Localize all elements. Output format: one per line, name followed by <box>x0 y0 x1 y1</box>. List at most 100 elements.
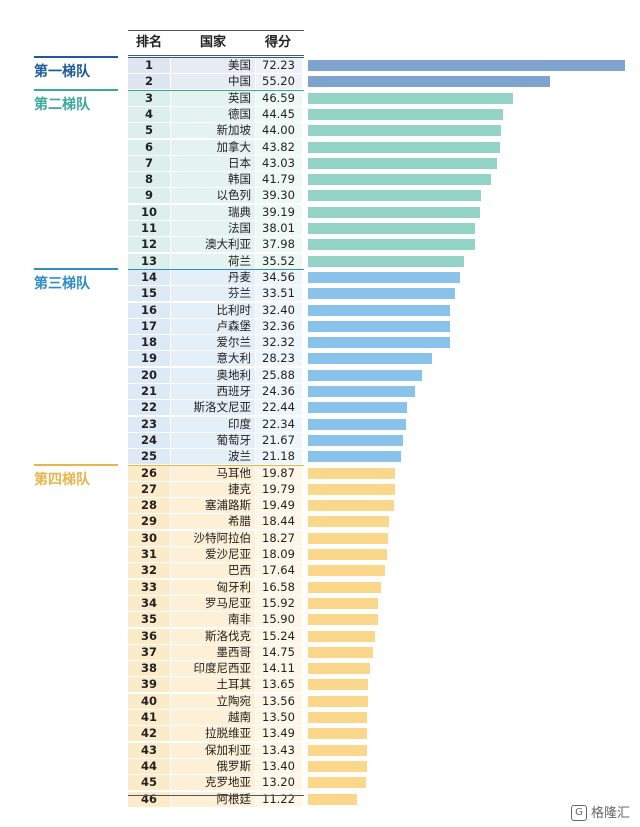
country-cell: 日本 <box>171 155 255 171</box>
tier-divider-table <box>128 57 304 58</box>
country-cell: 法国 <box>171 221 255 236</box>
score-label: 19.49 <box>256 498 302 514</box>
score-label: 39.30 <box>256 188 302 204</box>
watermark-logo: G <box>570 805 587 821</box>
bar <box>308 581 381 593</box>
rank-cell: 36 <box>128 628 170 644</box>
bar <box>308 500 394 512</box>
country-cell: 波兰 <box>171 449 255 465</box>
country-cell: 马耳他 <box>171 465 255 481</box>
bar <box>308 141 501 153</box>
score-label: 13.50 <box>256 710 302 725</box>
bar <box>308 157 497 169</box>
score-label: 13.56 <box>256 693 302 709</box>
score-label: 25.88 <box>256 367 302 383</box>
score-label: 32.32 <box>256 335 302 351</box>
rank-cell: 31 <box>128 547 170 562</box>
country-cell: 巴西 <box>171 563 255 579</box>
rank-cell: 1 <box>128 58 170 73</box>
score-label: 18.44 <box>256 514 302 530</box>
rank-cell: 9 <box>128 188 170 204</box>
country-cell: 意大利 <box>171 351 255 367</box>
score-label: 18.09 <box>256 547 302 562</box>
rank-cell: 38 <box>128 661 170 677</box>
bar <box>308 402 407 414</box>
rank-cell: 7 <box>128 155 170 171</box>
tier-label: 第四梯队 <box>34 471 90 488</box>
country-cell: 芬兰 <box>171 286 255 302</box>
rank-column-header: 排名 <box>135 35 162 50</box>
score-label: 16.58 <box>256 579 302 595</box>
rank-cell: 44 <box>128 758 170 774</box>
country-cell: 奥地利 <box>171 367 255 383</box>
rank-cell: 17 <box>128 318 170 334</box>
bar <box>308 304 451 316</box>
rank-cell: 43 <box>128 742 170 758</box>
bar <box>308 565 386 577</box>
rank-cell: 18 <box>128 335 170 351</box>
country-cell: 美国 <box>171 58 255 73</box>
bar <box>308 418 406 430</box>
bar <box>308 516 389 528</box>
bar <box>308 597 378 609</box>
score-label: 43.03 <box>256 155 302 171</box>
score-label: 13.40 <box>256 758 302 774</box>
rank-cell: 8 <box>128 172 170 188</box>
score-label: 72.23 <box>256 58 302 73</box>
score-label: 33.51 <box>256 286 302 302</box>
bar <box>308 793 358 805</box>
bar <box>308 108 504 120</box>
country-cell: 罗马尼亚 <box>171 595 255 611</box>
bar <box>308 549 388 560</box>
rank-cell: 35 <box>128 612 170 628</box>
bar <box>308 174 492 186</box>
score-label: 14.11 <box>256 661 302 677</box>
rank-cell: 40 <box>128 693 170 709</box>
bar <box>308 125 502 137</box>
score-label: 28.23 <box>256 351 302 367</box>
country-cell: 澳大利亚 <box>171 237 255 253</box>
score-label: 32.36 <box>256 318 302 334</box>
bar <box>308 728 368 740</box>
rank-cell: 33 <box>128 579 170 595</box>
rank-cell: 39 <box>128 677 170 693</box>
score-label: 46.59 <box>256 90 302 106</box>
tier-divider-table <box>128 464 304 466</box>
score-label: 44.45 <box>256 106 302 122</box>
tier-divider <box>34 267 118 270</box>
country-cell: 以色列 <box>171 188 255 204</box>
country-cell: 爱尔兰 <box>171 335 255 351</box>
country-cell: 沙特阿拉伯 <box>171 530 255 546</box>
watermark-text: 格隆汇 <box>590 805 630 821</box>
tier-label: 第一梯队 <box>34 64 90 80</box>
tier-divider-table <box>128 89 304 91</box>
score-label: 22.34 <box>256 416 302 432</box>
score-label: 21.18 <box>256 449 302 465</box>
bar <box>308 353 432 365</box>
bar <box>308 223 475 234</box>
country-cell: 俄罗斯 <box>171 758 255 774</box>
country-cell: 阿根廷 <box>171 791 255 807</box>
rank-cell: 46 <box>128 791 170 807</box>
score-label: 13.43 <box>256 742 302 758</box>
tier-divider <box>34 88 118 91</box>
country-cell: 荷兰 <box>171 253 255 269</box>
bar <box>308 532 389 544</box>
rank-cell: 14 <box>128 269 170 285</box>
score-column-header: 得分 <box>264 35 291 50</box>
score-label: 15.90 <box>256 612 302 628</box>
country-cell: 比利时 <box>171 302 255 318</box>
score-label: 14.75 <box>256 644 302 660</box>
rank-cell: 24 <box>128 432 170 448</box>
bar <box>308 190 481 202</box>
country-cell: 塞浦路斯 <box>171 498 255 514</box>
country-cell: 保加利亚 <box>171 742 255 758</box>
bar <box>308 337 450 349</box>
bar <box>308 60 625 71</box>
bar <box>308 695 368 707</box>
rank-cell: 6 <box>128 139 170 155</box>
country-cell: 新加坡 <box>171 123 255 139</box>
rank-cell: 37 <box>128 644 170 660</box>
country-cell: 斯洛伐克 <box>171 628 255 644</box>
